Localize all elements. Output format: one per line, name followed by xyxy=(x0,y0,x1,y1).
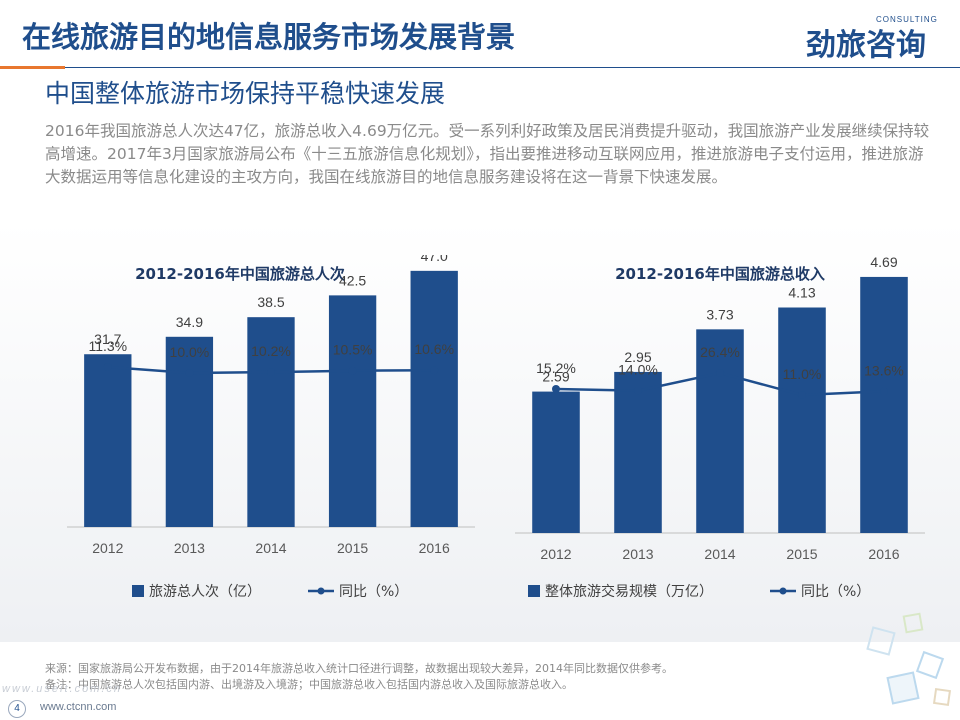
legend-line-label: 同比（%） xyxy=(339,584,408,600)
legend-bar-label: 旅游总人次（亿） xyxy=(149,584,261,600)
bar-2016 xyxy=(860,276,908,533)
growth-point-2012 xyxy=(552,385,560,393)
x-tick-label: 2013 xyxy=(174,540,205,556)
chart-title: 2012-2016年中国旅游总收入 xyxy=(615,265,825,283)
x-tick-label: 2013 xyxy=(622,546,653,562)
bar-2015 xyxy=(778,307,826,533)
legend-bar-label: 整体旅游交易规模（万亿） xyxy=(545,583,713,600)
growth-point-2012 xyxy=(103,363,112,371)
chart-tourism-revenue: 2012-2016年中国旅游总收入 2.59 2012 2.95 2013 3.73 20… xyxy=(480,255,960,615)
growth-point-2014 xyxy=(267,368,275,377)
legend-bar-swatch xyxy=(528,585,540,597)
brand-logo: CONSULTING 劲旅咨询 xyxy=(806,12,946,66)
chart-tourist-visits: 2012-2016年中国旅游总人次 31.7 2012 34.9 2013 38.5 20… xyxy=(0,255,480,615)
x-tick-label: 2015 xyxy=(786,546,817,562)
growth-value-label: 11.3% xyxy=(88,338,127,354)
x-tick-label: 2015 xyxy=(337,540,368,556)
bar-value-label: 34.9 xyxy=(176,314,203,330)
bar-2012 xyxy=(532,391,580,533)
bar-value-label: 2.95 xyxy=(624,349,651,365)
bar-2014 xyxy=(696,329,744,533)
growth-value-label: 14.0% xyxy=(618,362,658,378)
header-accent-rule xyxy=(0,66,65,69)
bar-value-label: 31.7 xyxy=(94,331,121,347)
remark-note: 备注：中国旅游总人次包括国内游、出境游及入境游；中国旅游总收入包括国内游总收入及… xyxy=(45,678,573,691)
growth-value-label: 10.2% xyxy=(251,343,291,359)
bar-2015 xyxy=(328,295,377,527)
bar-value-label: 4.69 xyxy=(870,255,897,270)
bar-value-label: 4.13 xyxy=(788,285,815,301)
growth-point-2013 xyxy=(185,369,194,377)
growth-point-2013 xyxy=(634,386,642,395)
chart-plot-area: 2.59 2012 2.95 2013 3.73 2014 4.13 2015 4.69 2016… xyxy=(515,255,925,562)
bar-value-label: 2.59 xyxy=(542,369,569,385)
footer-url[interactable]: www.ctcnn.com xyxy=(40,701,117,713)
bar-value-label: 47.0 xyxy=(421,255,448,264)
growth-value-label: 26.4% xyxy=(700,344,740,360)
chart-title: 2012-2016年中国旅游总人次 xyxy=(135,265,345,283)
bar-value-label: 38.5 xyxy=(257,294,284,310)
x-tick-label: 2014 xyxy=(704,546,735,562)
growth-value-label: 15.2% xyxy=(536,360,576,376)
growth-point-2014 xyxy=(716,369,724,377)
watermark: www.useit.com.cn xyxy=(2,683,123,695)
logo-text: 劲旅咨询 xyxy=(806,28,926,63)
x-tick-label: 2016 xyxy=(868,546,899,562)
header-divider xyxy=(65,67,960,68)
growth-point-2015 xyxy=(798,391,806,399)
section-subtitle: 中国整体旅游市场保持平稳快速发展 xyxy=(45,79,446,108)
intro-paragraph: 2016年我国旅游总人次达47亿，旅游总收入4.69万亿元。受一系列利好政策及居… xyxy=(45,122,930,186)
growth-value-label: 10.6% xyxy=(414,341,454,357)
bar-2013 xyxy=(165,336,214,527)
growth-point-2016 xyxy=(430,366,439,375)
legend-line-marker xyxy=(317,587,325,595)
growth-value-label: 10.5% xyxy=(333,342,373,358)
source-note: 来源：国家旅游局公开发布数据，由于2014年旅游总收入统计口径进行调整，故数据出… xyxy=(45,662,673,675)
growth-point-2016 xyxy=(880,387,888,396)
bar-2013 xyxy=(614,371,662,533)
bar-2012 xyxy=(84,354,132,527)
bar-value-label: 42.5 xyxy=(339,272,366,288)
growth-point-2015 xyxy=(348,366,357,375)
bar-2016 xyxy=(410,270,458,527)
growth-value-label: 11.0% xyxy=(783,366,822,382)
bar-value-label: 3.73 xyxy=(706,306,733,322)
growth-value-label: 10.0% xyxy=(170,344,210,360)
legend-line-label: 同比（%） xyxy=(801,584,870,600)
x-tick-label: 2016 xyxy=(419,540,450,556)
page-title: 在线旅游目的地信息服务市场发展背景 xyxy=(22,20,516,54)
legend-bar-swatch xyxy=(132,585,144,597)
x-tick-label: 2012 xyxy=(540,546,571,562)
logo-subtext: CONSULTING xyxy=(876,15,938,24)
bar-2014 xyxy=(247,317,295,527)
legend-line-marker xyxy=(779,587,787,595)
x-tick-label: 2012 xyxy=(92,540,123,556)
page-number: 4 xyxy=(8,700,26,718)
growth-value-label: 13.6% xyxy=(864,362,904,378)
chart-plot-area: 31.7 2012 34.9 2013 38.5 2014 42.5 2015 47.0 2016… xyxy=(67,255,475,556)
decorative-squares xyxy=(866,612,952,707)
x-tick-label: 2014 xyxy=(255,540,286,556)
